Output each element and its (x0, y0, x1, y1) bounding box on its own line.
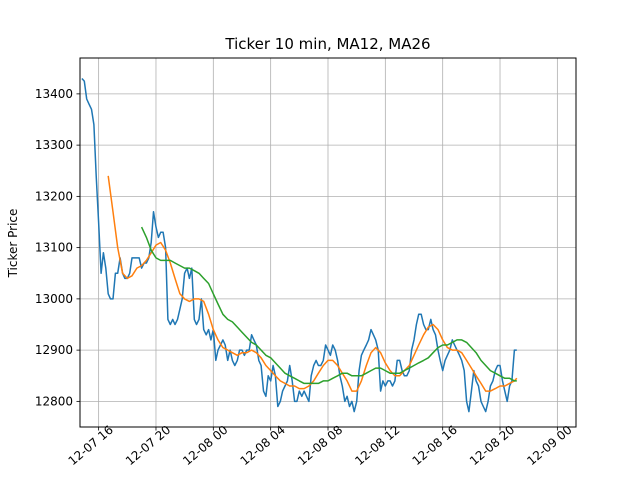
y-axis-label: Ticker Price (6, 209, 20, 279)
y-tick-label: 13300 (35, 138, 73, 152)
chart-title: Ticker 10 min, MA12, MA26 (224, 35, 430, 53)
price-series-line (81, 77, 517, 413)
series-layer (81, 77, 518, 413)
y-tick-label: 13100 (35, 241, 73, 255)
y-tick-label: 12800 (35, 394, 73, 408)
ma12-series-line (107, 175, 518, 392)
y-axis: 12800 12900 13000 13100 13200 13300 13400 (35, 87, 80, 408)
grid-lines (80, 58, 576, 427)
y-tick-label: 13400 (35, 87, 73, 101)
y-tick-label: 13000 (35, 292, 73, 306)
ma26-series-line (140, 226, 517, 385)
y-tick-label: 13200 (35, 189, 73, 203)
y-tick-label: 12900 (35, 343, 73, 357)
